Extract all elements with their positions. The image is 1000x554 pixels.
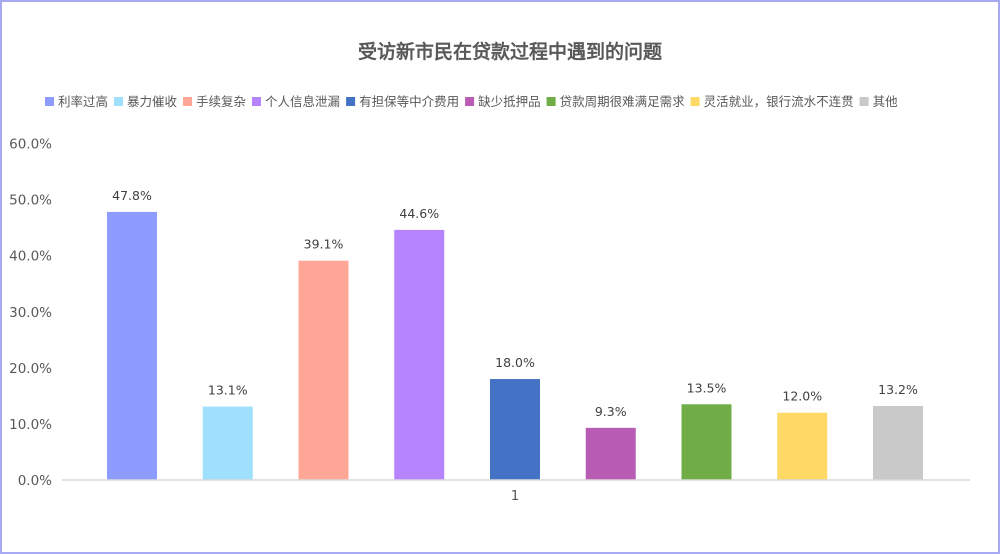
legend-item: 灵活就业，银行流水不连贯 [690,94,854,109]
legend-item: 利率过高 [45,94,108,109]
legend-label: 个人信息泄漏 [265,94,340,109]
legend-label: 灵活就业，银行流水不连贯 [704,94,854,109]
x-tick-label: 1 [511,488,520,504]
legend-swatch [252,97,261,106]
legend-label: 其他 [873,94,899,109]
bar [298,260,349,480]
bar [681,404,732,480]
legend-swatch [465,97,475,106]
y-axis: 0.0% 10.0% 20.0% 30.0% 40.0% 50.0% 60.0% [9,137,52,490]
y-tick-label: 0.0% [18,473,52,489]
legend-label: 缺少抵押品 [478,94,541,109]
y-tick-label: 10.0% [9,417,52,433]
legend-item: 暴力催收 [114,94,178,109]
legend-swatch [859,97,869,106]
bar [202,406,253,480]
bar [394,229,445,480]
y-tick-label: 50.0% [9,193,52,209]
bar [490,379,540,480]
legend-label: 有担保等中介费用 [359,94,459,109]
data-label: 18.0% [495,355,535,370]
data-label: 13.5% [687,380,727,395]
bar [585,427,636,480]
legend-label: 手续复杂 [196,94,246,109]
bar [107,211,157,480]
legend-item: 缺少抵押品 [465,94,541,109]
legend: 利率过高 暴力催收 手续复杂 个人信息泄漏 有担保等中介费用 缺少抵押品 贷款周期很难满足需… [45,94,898,109]
y-tick-label: 30.0% [9,305,52,321]
chart-title: 受访新市民在贷款过程中遇到的问题 [358,40,662,63]
x-axis: 1 [511,488,520,504]
legend-swatch [546,97,556,106]
data-label: 47.8% [112,188,152,203]
data-label: 12.0% [782,389,822,404]
data-label: 9.3% [595,404,627,419]
legend-label: 暴力催收 [127,94,178,109]
data-label: 13.1% [208,383,248,398]
legend-item: 其他 [859,94,899,109]
legend-item: 有担保等中介费用 [346,94,459,109]
legend-swatch [114,97,123,106]
data-label: 39.1% [304,237,344,252]
legend-item: 贷款周期很难满足需求 [546,94,686,109]
data-label: 44.6% [399,206,439,221]
legend-swatch [690,97,700,106]
legend-item: 手续复杂 [183,94,246,109]
legend-swatch [346,97,356,106]
legend-swatch [183,97,192,106]
bar [873,405,923,480]
y-tick-label: 20.0% [9,361,52,377]
legend-label: 贷款周期很难满足需求 [560,94,686,109]
legend-swatch [45,97,54,106]
y-tick-label: 40.0% [9,249,52,265]
bar [777,412,828,480]
legend-label: 利率过高 [58,94,108,109]
bars: 47.8% 13.1% 39.1% 44.6% 18.0% 9.3% 13.5% 12.0% 1… [107,188,923,480]
legend-item: 个人信息泄漏 [252,94,340,109]
data-label: 13.2% [878,382,918,397]
y-tick-label: 60.0% [9,137,52,153]
